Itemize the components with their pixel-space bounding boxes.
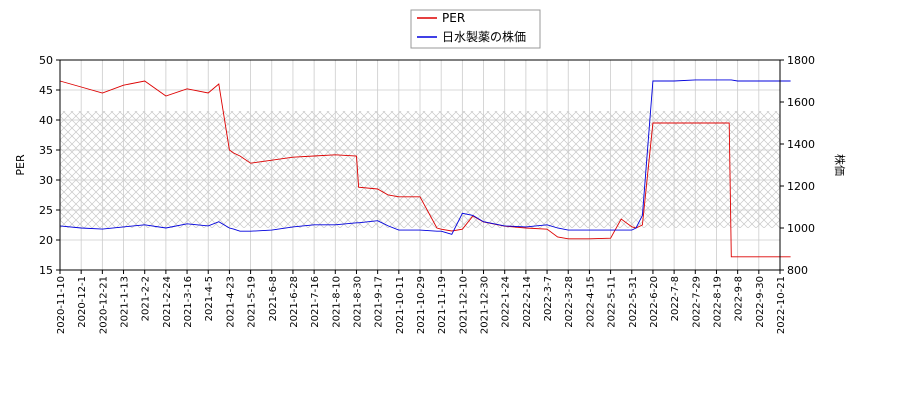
x-tick-label: 2020-11-10: [56, 276, 67, 334]
legend-per-label: PER: [442, 11, 465, 25]
legend-price-label: 日水製薬の株価: [442, 29, 526, 44]
x-tick-label: 2021-1-13: [120, 276, 131, 328]
x-tick-label: 2021-8-10: [331, 276, 342, 328]
x-tick-label: 2021-10-11: [395, 276, 406, 334]
x-tick-label: 2021-10-29: [416, 276, 427, 334]
x-tick-label: 2021-12-30: [480, 276, 491, 334]
right-tick-label: 1200: [787, 180, 815, 193]
series-layer: [59, 79, 791, 258]
right-axis-ticks: 800 1000 1200 1400 1600 1800: [780, 54, 815, 277]
left-tick-label: 35: [39, 144, 53, 157]
left-tick-label: 20: [39, 234, 53, 247]
x-tick-label: 2021-4-5: [204, 276, 215, 321]
x-tick-label: 2022-8-19: [712, 276, 723, 328]
x-tick-label: 2022-4-15: [585, 276, 596, 328]
x-tick-label: 2021-6-8: [268, 276, 279, 321]
left-axis-label: PER: [14, 154, 27, 176]
legend: PER 日水製薬の株価: [410, 9, 541, 49]
left-tick-label: 50: [39, 54, 53, 67]
x-tick-label: 2021-5-19: [247, 276, 258, 328]
left-tick-label: 45: [39, 84, 53, 97]
right-tick-label: 1600: [787, 96, 815, 109]
x-tick-label: 2021-3-16: [183, 276, 194, 328]
x-tick-label: 2021-4-23: [225, 276, 236, 328]
x-tick-label: 2020-12-21: [98, 276, 109, 334]
x-tick-label: 2021-7-16: [310, 276, 321, 328]
x-tick-label: 2022-3-7: [543, 276, 554, 321]
x-tick-label: 2021-2-2: [141, 276, 152, 321]
x-tick-label: 2022-5-11: [607, 276, 618, 328]
x-tick-label: 2021-8-30: [352, 276, 363, 328]
x-tick-label: 2022-9-30: [755, 276, 766, 328]
price-series-line: [59, 79, 791, 235]
x-tick-label: 2022-2-14: [522, 276, 533, 328]
x-axis-ticks: 2020-11-10 2020-12-1 2020-12-21 2021-1-13 20…: [56, 270, 787, 334]
x-tick-label: 2022-10-21: [776, 276, 787, 334]
x-tick-label: 2021-9-17: [374, 276, 385, 328]
left-tick-label: 15: [39, 264, 53, 277]
legend-box: [410, 9, 541, 49]
right-tick-label: 800: [787, 264, 808, 277]
x-tick-label: 2022-9-8: [734, 276, 745, 321]
right-axis-label: 株価: [833, 154, 847, 176]
left-tick-label: 40: [39, 114, 53, 127]
right-tick-label: 1000: [787, 222, 815, 235]
right-tick-label: 1400: [787, 138, 815, 151]
x-tick-label: 2021-6-28: [289, 276, 300, 328]
x-tick-label: 2022-1-24: [501, 276, 512, 328]
left-tick-label: 25: [39, 204, 53, 217]
x-tick-label: 2021-12-10: [458, 276, 469, 334]
x-tick-label: 2021-11-19: [437, 276, 448, 334]
x-tick-label: 2022-7-8: [670, 276, 681, 321]
right-tick-label: 1800: [787, 54, 815, 67]
left-tick-label: 30: [39, 174, 53, 187]
x-tick-label: 2021-2-24: [162, 276, 173, 328]
x-tick-label: 2022-3-28: [564, 276, 575, 328]
x-tick-label: 2022-7-29: [691, 276, 702, 328]
x-tick-label: 2022-5-31: [628, 276, 639, 328]
x-tick-label: 2022-6-20: [649, 276, 660, 328]
per-series-line: [59, 80, 791, 258]
left-axis-ticks: 15 20 25 30 35 40 45 50: [39, 54, 60, 277]
x-tick-label: 2020-12-1: [77, 276, 88, 328]
